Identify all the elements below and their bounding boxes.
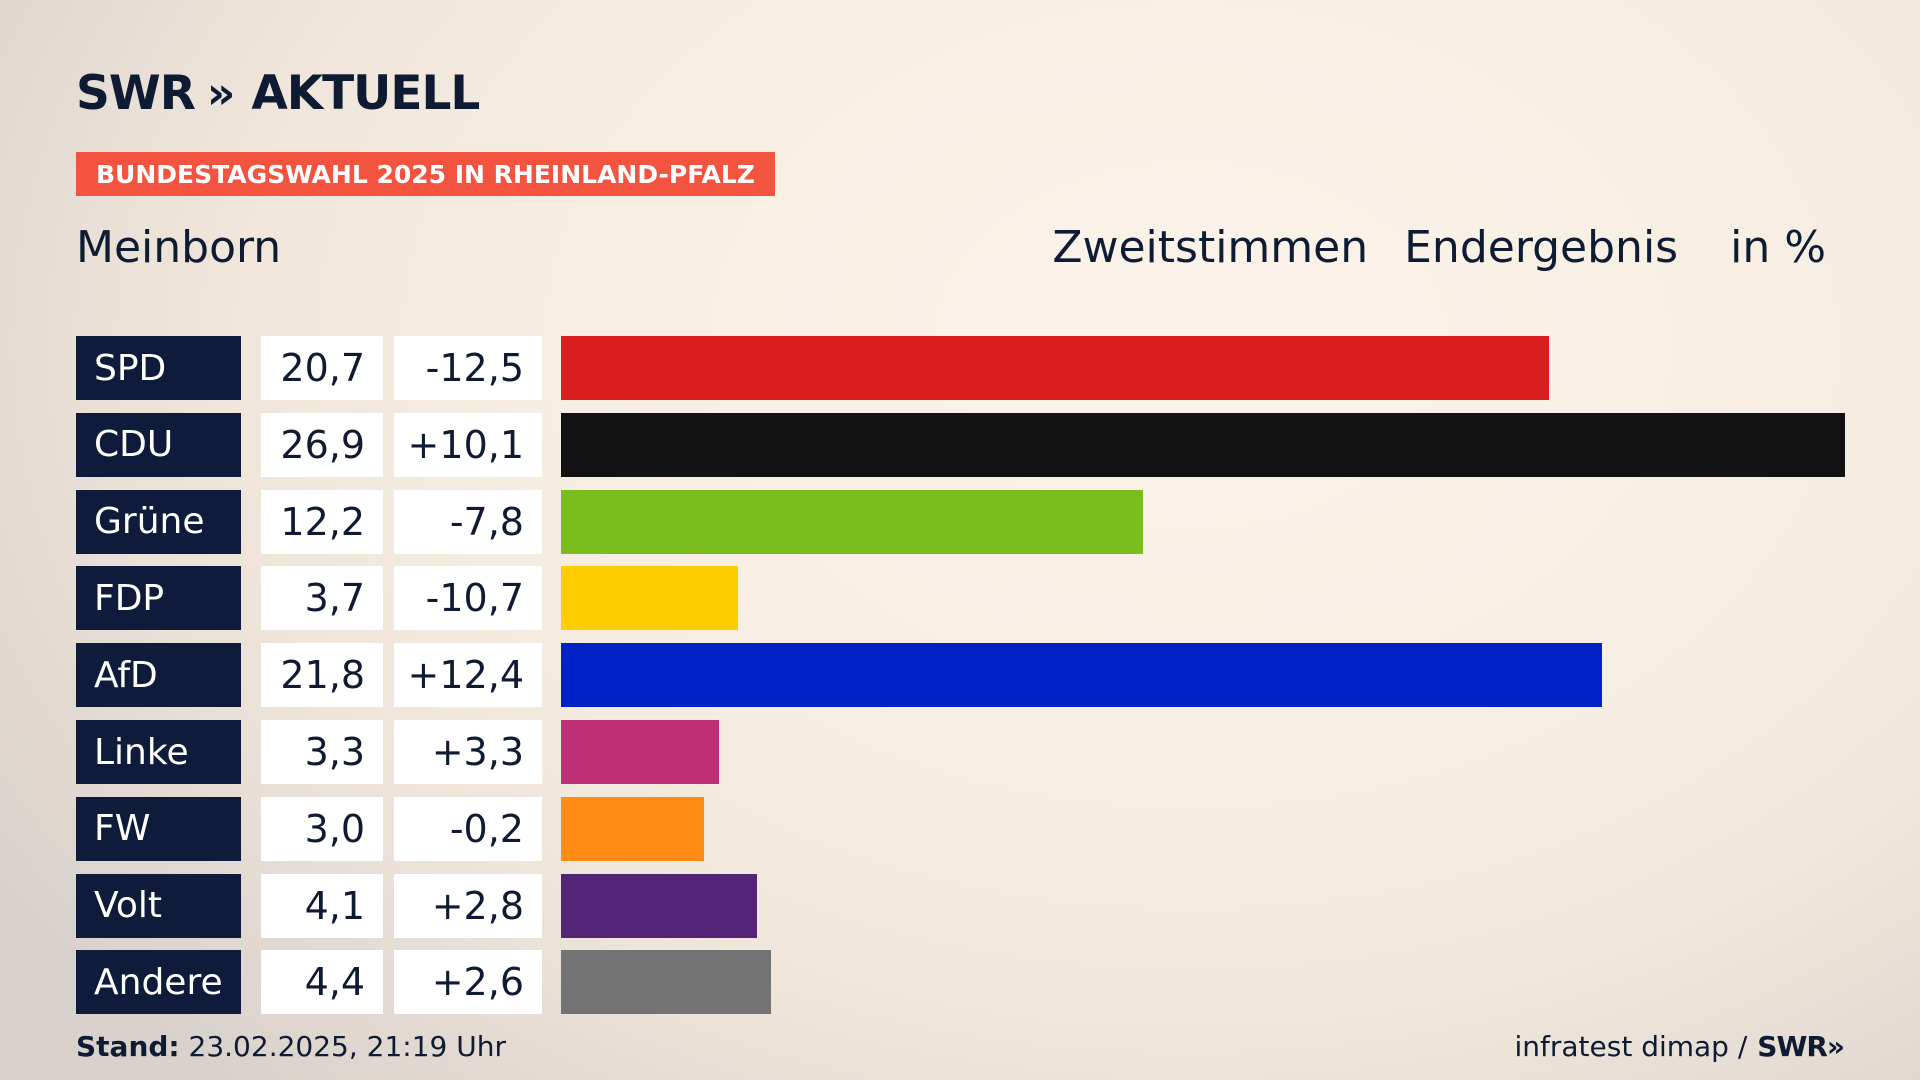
- vote-change-value: -10,7: [394, 566, 542, 631]
- result-status: Endergebnis: [1404, 222, 1679, 273]
- chart-row-afd: AfD 21,8 +12,4: [0, 643, 1920, 708]
- party-label: CDU: [76, 412, 241, 477]
- party-label: FW: [76, 796, 241, 861]
- bar-cdu: [561, 412, 1845, 477]
- bar-fdp: [561, 566, 738, 631]
- vote-share-value: 3,0: [261, 796, 383, 861]
- stand-label: Stand:: [76, 1030, 180, 1063]
- vote-change-value: -0,2: [394, 796, 542, 861]
- unit-label: in %: [1730, 222, 1826, 273]
- chart-row-fw: FW 3,0 -0,2: [0, 796, 1920, 861]
- vote-change-value: +3,3: [394, 720, 542, 784]
- vote-change-value: +2,6: [394, 950, 542, 1015]
- bar-linke: [561, 720, 719, 784]
- vote-share-value: 20,7: [261, 336, 383, 400]
- logo-swr: SWR: [76, 66, 196, 121]
- logo-aktuell: AKTUELL: [251, 66, 480, 121]
- bar-afd: [561, 643, 1602, 708]
- party-label: Linke: [76, 720, 241, 784]
- stand-value: 23.02.2025, 21:19 Uhr: [188, 1030, 506, 1063]
- vote-share-value: 12,2: [261, 489, 383, 554]
- party-label: AfD: [76, 643, 241, 708]
- vote-change-value: +2,8: [394, 873, 542, 938]
- vote-share-value: 4,4: [261, 950, 383, 1015]
- election-tag: BUNDESTAGSWAHL 2025 IN RHEINLAND-PFALZ: [76, 152, 775, 196]
- bar-fw: [561, 796, 705, 861]
- vote-change-value: +10,1: [394, 412, 542, 477]
- vote-type: Zweitstimmen: [1052, 222, 1369, 273]
- chart-subtitle: Zweitstimmen Endergebnis in %: [1052, 222, 1826, 273]
- bar-spd: [561, 336, 1550, 400]
- source-swr-logo: SWR»: [1757, 1030, 1845, 1063]
- source-text: infratest dimap /: [1514, 1030, 1748, 1063]
- swr-aktuell-logo: SWR » AKTUELL: [76, 66, 480, 121]
- bar-volt: [561, 873, 757, 938]
- vote-share-value: 21,8: [261, 643, 383, 708]
- timestamp: Stand: 23.02.2025, 21:19 Uhr: [76, 1030, 506, 1063]
- vote-share-value: 26,9: [261, 412, 383, 477]
- chart-row-cdu: CDU 26,9 +10,1: [0, 412, 1920, 477]
- vote-change-value: -12,5: [394, 336, 542, 400]
- chart-row-volt: Volt 4,1 +2,8: [0, 873, 1920, 938]
- chart-row-grüne: Grüne 12,2 -7,8: [0, 489, 1920, 554]
- vote-change-value: -7,8: [394, 489, 542, 554]
- bar-andere: [561, 950, 772, 1015]
- vote-share-value: 4,1: [261, 873, 383, 938]
- chart-row-andere: Andere 4,4 +2,6: [0, 950, 1920, 1015]
- chart-row-linke: Linke 3,3 +3,3: [0, 720, 1920, 784]
- party-label: Volt: [76, 873, 241, 938]
- party-label: Andere: [76, 950, 241, 1015]
- vote-share-value: 3,7: [261, 566, 383, 631]
- logo-chevron-icon: »: [206, 68, 236, 119]
- vote-share-value: 3,3: [261, 720, 383, 784]
- vote-change-value: +12,4: [394, 643, 542, 708]
- source-credit: infratest dimap / SWR»: [1514, 1030, 1845, 1063]
- chart-row-spd: SPD 20,7 -12,5: [0, 336, 1920, 400]
- party-label: FDP: [76, 566, 241, 631]
- party-label: Grüne: [76, 489, 241, 554]
- place-title: Meinborn: [76, 222, 282, 273]
- chart-row-fdp: FDP 3,7 -10,7: [0, 566, 1920, 631]
- bar-grüne: [561, 489, 1144, 554]
- party-label: SPD: [76, 336, 241, 400]
